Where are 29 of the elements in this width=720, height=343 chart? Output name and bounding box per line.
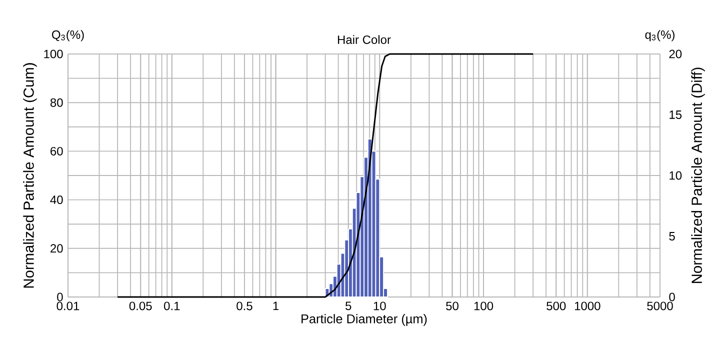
chart-title: Hair Color <box>338 35 391 44</box>
y-tick-label: 60 <box>50 146 63 156</box>
y2-tick-label: 15 <box>670 110 682 119</box>
y-axis-title: Normalized Particle Amount (Cum) <box>23 63 37 288</box>
y-tick-label: 100 <box>44 50 63 58</box>
x-tick-label: 1000 <box>574 302 600 310</box>
x-tick-label: 1 <box>273 302 279 310</box>
x-tick-label: 0.5 <box>236 302 252 310</box>
y-tick-label: 0 <box>57 292 63 302</box>
y2-axis-title: Normalized Particle Amount (Diff) <box>691 68 705 283</box>
x-tick-label: 0.05 <box>129 302 152 310</box>
x-tick-label: 5000 <box>647 302 673 310</box>
y2-tick-label: 5 <box>669 232 675 240</box>
y-tick-label: 20 <box>50 244 63 253</box>
x-tick-label: 10 <box>374 302 386 310</box>
y-tick-label: 40 <box>50 196 63 204</box>
x-tick-label: 5 <box>346 302 352 310</box>
x-tick-label: 0.1 <box>164 302 180 310</box>
y2-tick-label: 20 <box>669 50 682 58</box>
x-axis-title: Particle Diameter (µm) <box>302 314 427 326</box>
x-tick-label: 0.01 <box>56 302 80 310</box>
text: Q$_{3}$(%) <box>52 30 84 42</box>
y-tick-label: 80 <box>50 98 63 107</box>
y2-tick-label: 0 <box>669 292 675 302</box>
x-tick-label: 500 <box>546 302 566 310</box>
x-tick-label: 100 <box>474 302 494 310</box>
y2-tick-label: 10 <box>670 171 682 180</box>
x-tick-label: 50 <box>446 302 458 310</box>
text: q$_{3}$(%) <box>645 30 674 42</box>
